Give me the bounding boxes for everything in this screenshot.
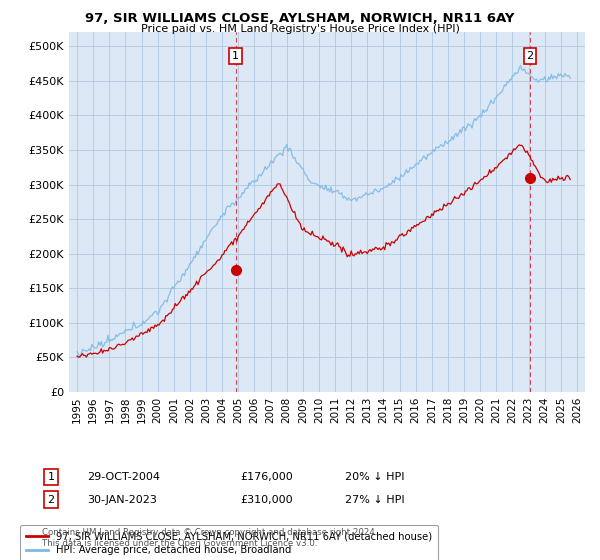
Text: Price paid vs. HM Land Registry's House Price Index (HPI): Price paid vs. HM Land Registry's House … <box>140 24 460 34</box>
Text: 30-JAN-2023: 30-JAN-2023 <box>87 494 157 505</box>
Text: 29-OCT-2004: 29-OCT-2004 <box>87 472 160 482</box>
Text: Contains HM Land Registry data © Crown copyright and database right 2024.
This d: Contains HM Land Registry data © Crown c… <box>42 528 377 548</box>
Legend: 97, SIR WILLIAMS CLOSE, AYLSHAM, NORWICH, NR11 6AY (detached house), HPI: Averag: 97, SIR WILLIAMS CLOSE, AYLSHAM, NORWICH… <box>20 525 438 560</box>
Text: £176,000: £176,000 <box>240 472 293 482</box>
Text: 2: 2 <box>47 494 55 505</box>
Text: 1: 1 <box>47 472 55 482</box>
Text: 2: 2 <box>526 51 533 61</box>
Text: 27% ↓ HPI: 27% ↓ HPI <box>345 494 404 505</box>
Text: 20% ↓ HPI: 20% ↓ HPI <box>345 472 404 482</box>
Text: £310,000: £310,000 <box>240 494 293 505</box>
Text: 1: 1 <box>232 51 239 61</box>
Text: 97, SIR WILLIAMS CLOSE, AYLSHAM, NORWICH, NR11 6AY: 97, SIR WILLIAMS CLOSE, AYLSHAM, NORWICH… <box>85 12 515 25</box>
